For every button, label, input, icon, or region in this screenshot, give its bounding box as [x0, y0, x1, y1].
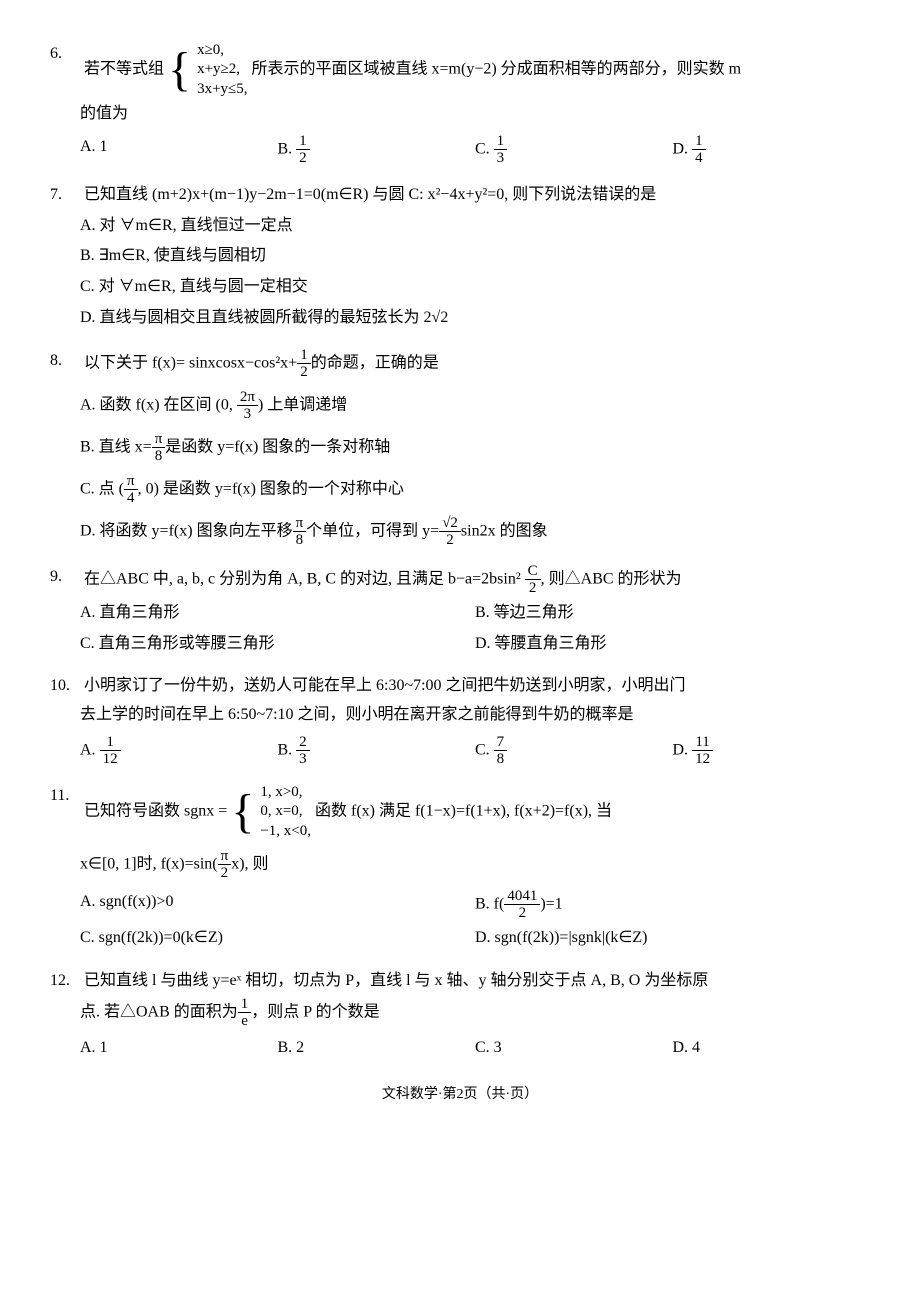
- q10-opt-c: C. 78: [475, 734, 673, 768]
- q6-opt-a: A. 1: [80, 133, 278, 167]
- q11-row2: C. sgn(f(2k))=0(k∈Z) D. sgn(f(2k))=|sgnk…: [50, 924, 870, 953]
- q6-frac-b: 12: [296, 133, 310, 167]
- q8-text-after: 的命题，正确的是: [311, 354, 439, 371]
- q6-case-1: x≥0,: [197, 41, 247, 61]
- q12-options: A. 1 B. 2 C. 3 D. 4: [50, 1034, 870, 1063]
- q6-case-3: 3x+y≤5,: [197, 80, 247, 100]
- brace-icon: {: [231, 782, 254, 842]
- q7-opt-d: D. 直线与圆相交且直线被圆所截得的最短弦长为 2√2: [50, 304, 870, 333]
- q7-num: 7.: [50, 181, 80, 210]
- q9-opt-a: A. 直角三角形: [80, 599, 475, 628]
- q10-options: A. 112 B. 23 C. 78 D. 1112: [50, 734, 870, 768]
- q12-opt-a: A. 1: [80, 1034, 278, 1063]
- q9-opt-b: B. 等边三角形: [475, 599, 870, 628]
- question-7: 7. 已知直线 (m+2)x+(m−1)y−2m−1=0(m∈R) 与圆 C: …: [50, 181, 870, 333]
- q6-text-before: 若不等式组: [84, 61, 164, 78]
- q8-num: 8.: [50, 347, 80, 376]
- q9-opt-c: C. 直角三角形或等腰三角形: [80, 630, 475, 659]
- q9-body: 在△ABC 中, a, b, c 分别为角 A, B, C 的对边, 且满足 b…: [84, 563, 864, 597]
- q9-num: 9.: [50, 563, 80, 592]
- q6-opt-b: B. 12: [278, 133, 476, 167]
- q11-num: 11.: [50, 782, 80, 811]
- q10-opt-b: B. 23: [278, 734, 476, 768]
- q6-options: A. 1 B. 12 C. 13 D. 14: [50, 133, 870, 167]
- q10-text2: 去上学的时间在早上 6:50~7:10 之间，则小明在离开家之前能得到牛奶的概率…: [50, 701, 870, 730]
- question-8: 8. 以下关于 f(x)= sinxcosx−cos²x+12的命题，正确的是 …: [50, 347, 870, 549]
- q6-case-2: x+y≥2,: [197, 60, 247, 80]
- q9-row1: A. 直角三角形 B. 等边三角形: [50, 599, 870, 628]
- q7-opt-c: C. 对 ∀m∈R, 直线与圆一定相交: [50, 273, 870, 302]
- q10-opt-d: D. 1112: [673, 734, 871, 768]
- q12-num: 12.: [50, 967, 80, 996]
- q10-text1: 小明家订了一份牛奶，送奶人可能在早上 6:30~7:00 之间把牛奶送到小明家，…: [84, 672, 864, 701]
- page-footer: 文科数学·第2页（共·页）: [50, 1082, 870, 1107]
- q6-cases: x≥0, x+y≥2, 3x+y≤5,: [197, 41, 247, 100]
- q11-body: 已知符号函数 sgnx = { 1, x>0, 0, x=0, −1, x<0,…: [84, 782, 864, 842]
- q11-cases: 1, x>0, 0, x=0, −1, x<0,: [260, 783, 311, 842]
- q9-row2: C. 直角三角形或等腰三角形 D. 等腰直角三角形: [50, 630, 870, 659]
- q9-opt-d: D. 等腰直角三角形: [475, 630, 870, 659]
- q11-line2: x∈[0, 1]时, f(x)=sin(π2x), 则: [50, 848, 870, 882]
- q8-frac-half: 12: [297, 347, 311, 381]
- question-11: 11. 已知符号函数 sgnx = { 1, x>0, 0, x=0, −1, …: [50, 782, 870, 953]
- q6-opt-c: C. 13: [475, 133, 673, 167]
- q6-frac-d: 14: [692, 133, 706, 167]
- q6-opt-d: D. 14: [673, 133, 871, 167]
- q6-text-after: 所表示的平面区域被直线 x=m(y−2) 分成面积相等的两部分，则实数 m: [252, 61, 742, 78]
- q7-text: 已知直线 (m+2)x+(m−1)y−2m−1=0(m∈R) 与圆 C: x²−…: [84, 181, 864, 210]
- q6-num: 6.: [50, 40, 80, 69]
- q12-text1: 已知直线 l 与曲线 y=eˣ 相切，切点为 P，直线 l 与 x 轴、y 轴分…: [84, 967, 864, 996]
- q12-text2: 点. 若△OAB 的面积为1e，则点 P 的个数是: [50, 996, 870, 1030]
- q7-opt-b: B. ∃m∈R, 使直线与圆相切: [50, 242, 870, 271]
- question-10: 10. 小明家订了一份牛奶，送奶人可能在早上 6:30~7:00 之间把牛奶送到…: [50, 672, 870, 768]
- q11-opt-d: D. sgn(f(2k))=|sgnk|(k∈Z): [475, 924, 870, 953]
- q10-opt-a: A. 112: [80, 734, 278, 768]
- q8-opt-a: A. 函数 f(x) 在区间 (0, 2π3) 上单调递增: [50, 389, 870, 423]
- q6-frac-c: 13: [494, 133, 508, 167]
- brace-icon: {: [168, 40, 191, 100]
- q8-opt-d: D. 将函数 y=f(x) 图象向左平移π8个单位，可得到 y=√22sin2x…: [50, 515, 870, 549]
- q11-opt-a: A. sgn(f(x))>0: [80, 888, 475, 922]
- q11-opt-c: C. sgn(f(2k))=0(k∈Z): [80, 924, 475, 953]
- q6-line2: 的值为: [50, 100, 870, 129]
- question-6: 6. 若不等式组 { x≥0, x+y≥2, 3x+y≤5, 所表示的平面区域被…: [50, 40, 870, 167]
- q12-opt-d: D. 4: [673, 1034, 871, 1063]
- q12-opt-b: B. 2: [278, 1034, 476, 1063]
- q10-num: 10.: [50, 672, 80, 701]
- question-9: 9. 在△ABC 中, a, b, c 分别为角 A, B, C 的对边, 且满…: [50, 563, 870, 659]
- q8-opt-b: B. 直线 x=π8是函数 y=f(x) 图象的一条对称轴: [50, 431, 870, 465]
- q8-body: 以下关于 f(x)= sinxcosx−cos²x+12的命题，正确的是: [84, 347, 864, 381]
- q8-opt-c: C. 点 (π4, 0) 是函数 y=f(x) 图象的一个对称中心: [50, 473, 870, 507]
- q6-body: 若不等式组 { x≥0, x+y≥2, 3x+y≤5, 所表示的平面区域被直线 …: [84, 40, 864, 100]
- q12-opt-c: C. 3: [475, 1034, 673, 1063]
- q11-row1: A. sgn(f(x))>0 B. f(40412)=1: [50, 888, 870, 922]
- q8-text-before: 以下关于 f(x)= sinxcosx−cos²x+: [84, 354, 297, 371]
- q11-opt-b: B. f(40412)=1: [475, 888, 870, 922]
- q7-opt-a: A. 对 ∀m∈R, 直线恒过一定点: [50, 212, 870, 241]
- question-12: 12. 已知直线 l 与曲线 y=eˣ 相切，切点为 P，直线 l 与 x 轴、…: [50, 967, 870, 1063]
